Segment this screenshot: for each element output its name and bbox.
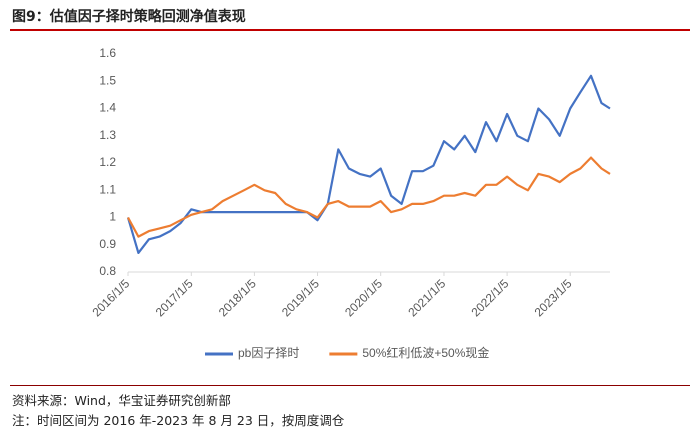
y-tick-label: 1.6	[99, 46, 116, 60]
chart: 0.8 0.9 1 1.1 1.2 1.3 1.4 1.5 1.6 2016/1/5 2017/1/…	[89, 46, 611, 360]
note: 注：时间区间为 2016 年-2023 年 8 月 23 日，按周度调仓	[12, 413, 345, 428]
x-tick-label: 2016/1/5	[89, 276, 132, 319]
footer-rule	[10, 385, 690, 386]
source: 资料来源：Wind，华宝证券研究创新部	[12, 393, 231, 408]
y-tick-label: 1	[109, 210, 116, 224]
y-tick-label: 0.9	[99, 237, 116, 251]
y-tick-label: 0.8	[99, 264, 116, 278]
figure-title: 图9：估值因子择时策略回测净值表现	[12, 9, 246, 25]
x-tick-label: 2020/1/5	[342, 276, 385, 319]
x-tick-label: 2018/1/5	[216, 276, 259, 319]
legend-label: 50%红利低波+50%现金	[362, 345, 489, 360]
series-line	[127, 156, 611, 238]
y-tick-label: 1.3	[99, 128, 116, 142]
y-tick-label: 1.1	[99, 182, 116, 196]
x-tick-label: 2017/1/5	[153, 276, 196, 319]
legend-label: pb因子择时	[238, 346, 299, 360]
x-tick-label: 2019/1/5	[279, 276, 322, 319]
x-tick-label: 2021/1/5	[405, 276, 448, 319]
y-tick-label: 1.5	[99, 73, 116, 87]
y-tick-label: 1.4	[99, 101, 116, 115]
series-line	[126, 74, 611, 254]
x-tick-label: 2023/1/5	[532, 276, 575, 319]
x-tick-label: 2022/1/5	[469, 276, 512, 319]
y-tick-label: 1.2	[99, 155, 116, 169]
header-rule	[10, 29, 690, 31]
